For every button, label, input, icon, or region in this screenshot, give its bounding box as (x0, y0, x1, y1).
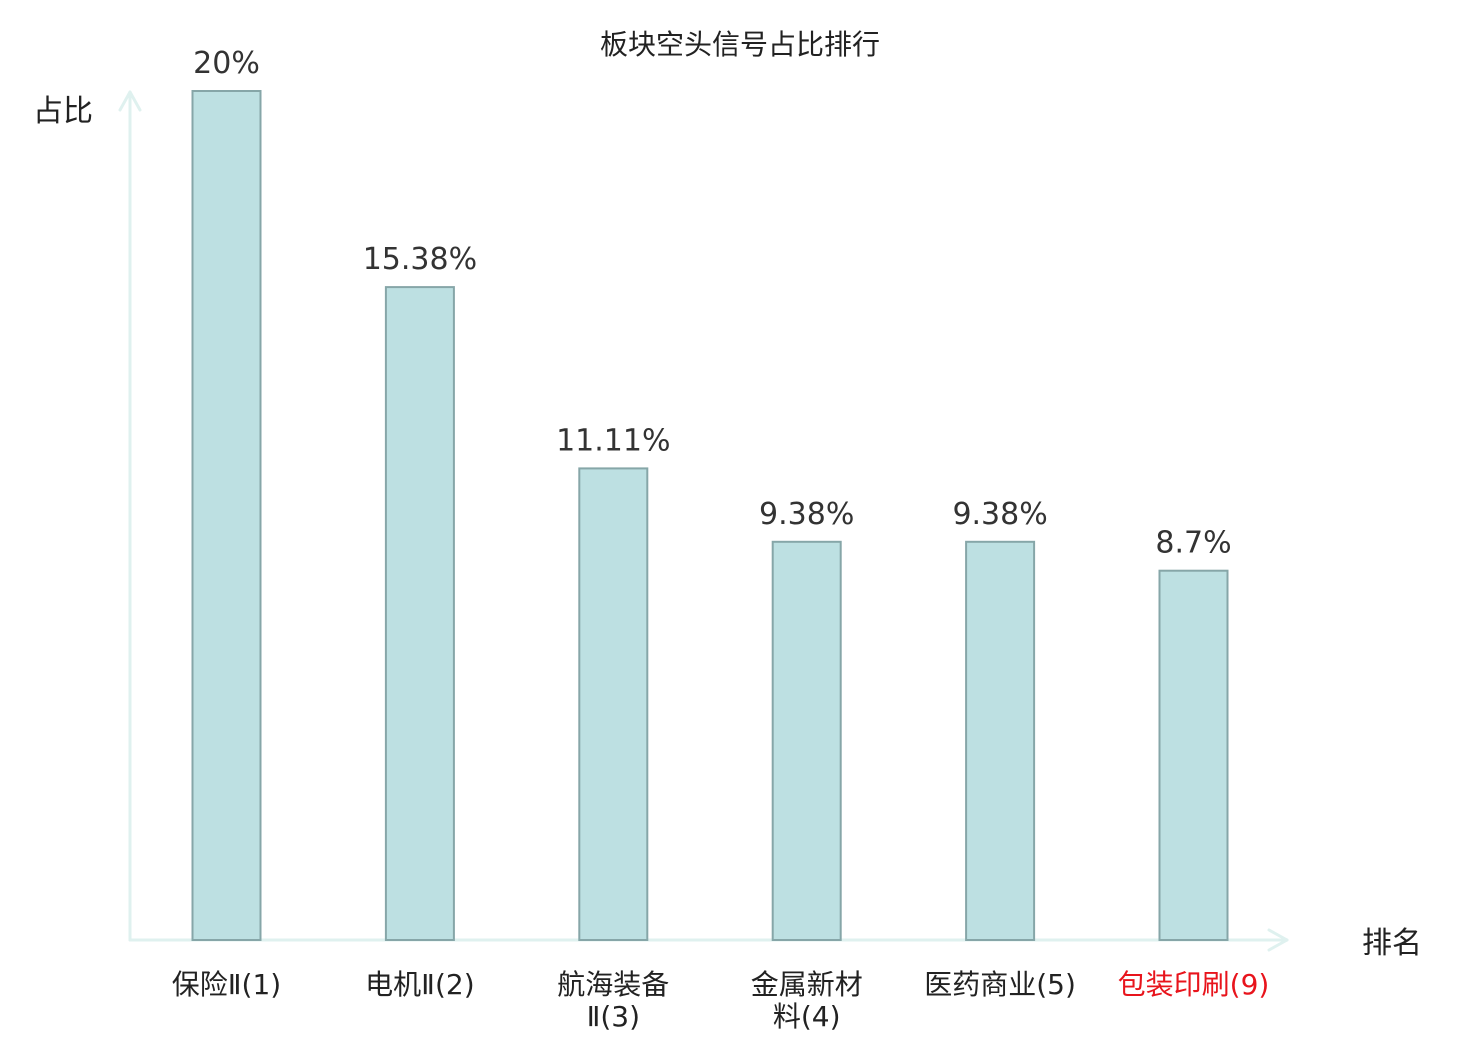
value-label-3: 11.11% (556, 423, 670, 458)
category-labels: 保险Ⅱ(1) 电机Ⅱ(2) 航海装备 Ⅱ(3) 金属新材料(4) 医药商业(5) 包装印刷(… (172, 968, 1270, 1033)
category-label-4: 金属新材料(4) (751, 968, 863, 1033)
bar-4 (771, 540, 842, 941)
category-label-line: 医药商业(5) (924, 968, 1076, 1001)
value-label-5: 9.38% (952, 497, 1047, 532)
y-axis-label: 占比 (33, 94, 93, 129)
category-label-5: 医药商业(5) (924, 968, 1076, 1001)
x-axis-arrow (1267, 928, 1289, 952)
category-label-2: 电机Ⅱ(2) (365, 968, 474, 1001)
value-labels: 20% 15.38% 11.11% 9.38% 9.38% 8.7% (193, 46, 1231, 561)
category-label-1: 保险Ⅱ(1) (172, 968, 281, 1001)
category-label-line: 料(4) (773, 1000, 841, 1033)
value-label-1: 20% (193, 46, 260, 81)
bar-1 (191, 90, 262, 941)
bar-5 (965, 540, 1036, 941)
bar-3 (578, 467, 649, 941)
bar-6 (1158, 569, 1229, 941)
category-label-3: 航海装备 Ⅱ(3) (557, 968, 669, 1033)
category-label-line: 包装印刷(9) (1118, 968, 1270, 1001)
category-label-line: 电机Ⅱ(2) (365, 968, 474, 1001)
category-label-line: 保险Ⅱ(1) (172, 968, 281, 1001)
chart-title: 板块空头信号占比排行 (600, 28, 880, 61)
value-label-4: 9.38% (759, 497, 854, 532)
bar-2 (384, 286, 455, 942)
category-label-line: Ⅱ(3) (587, 1000, 640, 1033)
value-label-6: 8.7% (1155, 526, 1231, 561)
category-label-line: 航海装备 (557, 968, 669, 1001)
x-axis-label: 排名 (1362, 926, 1422, 961)
value-label-2: 15.38% (363, 242, 477, 277)
bars (191, 90, 1229, 942)
y-axis-arrow (118, 90, 142, 112)
category-label-line: 金属新材 (751, 968, 863, 1001)
category-label-6: 包装印刷(9) (1118, 968, 1270, 1001)
axes (118, 90, 1289, 952)
